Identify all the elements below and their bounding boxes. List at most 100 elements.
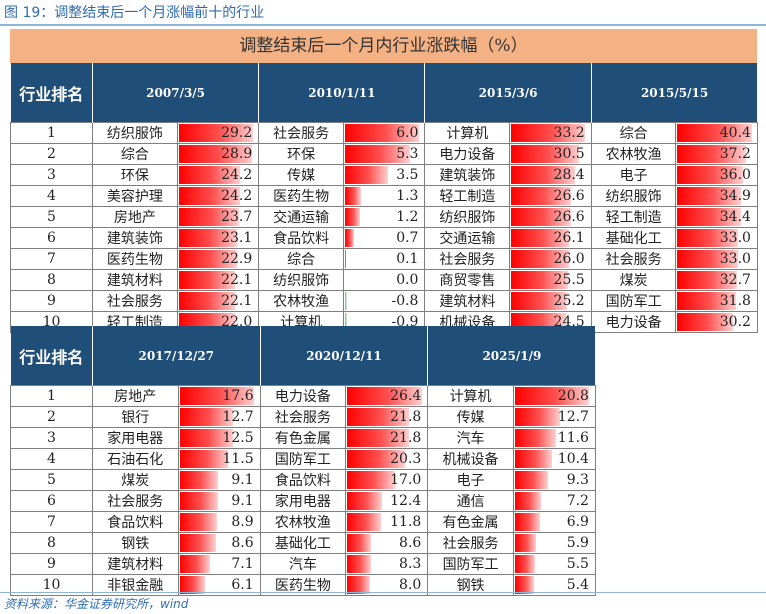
positive-bar: [347, 387, 422, 405]
value: 22.9: [221, 251, 253, 267]
positive-bar: [179, 576, 206, 594]
value: 22.1: [221, 293, 253, 309]
value-cell: 21.8: [345, 406, 429, 428]
positive-bar: [347, 513, 381, 531]
industry-name: 医药生物: [259, 574, 347, 596]
value-cell: 33.0: [675, 248, 758, 270]
value-cell: 20.8: [512, 385, 596, 407]
value-cell: 5.4: [512, 574, 596, 596]
value: 26.1: [553, 230, 585, 246]
footer-divider: [0, 592, 766, 593]
positive-bar: [677, 145, 746, 163]
positive-bar: [179, 408, 234, 426]
table-row: 7 食品饮料 8.9 农林牧渔 11.8 有色金属 6.9: [10, 511, 596, 533]
period-header: 2025/1/9: [427, 326, 596, 386]
rank-cell: 5: [10, 469, 93, 491]
positive-bar: [511, 166, 575, 184]
value: 9.1: [231, 472, 254, 488]
industry-name: 家用电器: [259, 490, 347, 512]
positive-bar: [179, 555, 210, 573]
industry-name: 纺织服饰: [258, 269, 345, 291]
positive-bar: [345, 229, 354, 247]
rank-cell: 7: [10, 248, 93, 270]
value: 6.9: [566, 514, 589, 530]
industry-name: 机械设备: [427, 448, 514, 470]
value-cell: 8.9: [177, 511, 261, 533]
industry-name: 美容护理: [92, 185, 178, 207]
industry-name: 电力设备: [590, 311, 677, 333]
positive-bar: [511, 229, 570, 247]
industry-table-bottom: 行业排名 2017/12/27 2020/12/11 2025/1/9 1 房地产 17.6…: [10, 326, 596, 596]
value: 8.9: [231, 514, 254, 530]
positive-bar: [514, 408, 561, 426]
period-header: 2017/12/27: [92, 326, 261, 386]
positive-bar: [514, 534, 536, 552]
positive-bar: [677, 229, 738, 247]
value: 40.4: [719, 125, 751, 141]
industry-name: 煤炭: [590, 269, 677, 291]
value: -0.8: [391, 293, 419, 309]
industry-name: 电子: [427, 469, 514, 491]
rank-cell: 7: [10, 511, 93, 533]
value: 10.4: [557, 451, 589, 467]
positive-bar: [677, 250, 738, 268]
value-cell: 31.8: [675, 290, 758, 312]
value-cell: 5.3: [343, 143, 426, 165]
value-cell: 32.7: [675, 269, 758, 291]
positive-bar: [511, 250, 570, 268]
rank-header: 行业排名: [10, 326, 93, 386]
value: 5.9: [566, 535, 589, 551]
value-cell: 30.2: [675, 311, 758, 333]
industry-name: 电子: [590, 164, 677, 186]
value: 6.1: [231, 577, 254, 593]
figure-title: 图 19：调整结束后一个月涨幅前十的行业: [4, 5, 265, 21]
table-row: 9 建筑材料 7.1 汽车 8.3 国防军工 5.5: [10, 553, 596, 575]
value-cell: 12.7: [177, 406, 261, 428]
value-cell: 29.2: [176, 122, 260, 144]
positive-bar: [178, 124, 253, 142]
industry-name: 轻工制造: [424, 185, 511, 207]
positive-bar: [514, 471, 549, 489]
positive-bar: [347, 576, 370, 594]
positive-bar: [677, 208, 741, 226]
negative-bar: [345, 292, 348, 310]
industry-name: 银行: [92, 406, 179, 428]
value: 21.8: [390, 430, 422, 446]
industry-name: 社会服务: [424, 248, 511, 270]
value: 7.1: [231, 556, 254, 572]
value: 17.0: [390, 472, 422, 488]
rank-cell: 8: [10, 532, 93, 554]
value: 26.0: [553, 251, 585, 267]
value: 29.2: [221, 125, 253, 141]
value-cell: 34.4: [675, 206, 758, 228]
positive-bar: [511, 145, 580, 163]
positive-bar: [347, 492, 383, 510]
positive-bar: [178, 208, 239, 226]
rank-cell: 8: [10, 269, 93, 291]
industry-name: 基础化工: [259, 532, 347, 554]
industry-name: 环保: [92, 164, 178, 186]
rank-cell: 3: [10, 427, 93, 449]
industry-name: 纺织服饰: [590, 185, 677, 207]
value-cell: 12.4: [345, 490, 429, 512]
value-cell: 12.5: [177, 427, 261, 449]
value: 26.4: [390, 388, 422, 404]
value: 33.2: [553, 125, 585, 141]
industry-name: 农林牧渔: [258, 290, 345, 312]
value-cell: 5.5: [512, 553, 596, 575]
period-header: 2007/3/5: [91, 63, 259, 123]
period-header: 2015/3/6: [424, 63, 592, 123]
value: 0.7: [396, 230, 419, 246]
value-cell: 6.0: [343, 122, 426, 144]
positive-bar: [178, 187, 241, 205]
industry-name: 家用电器: [92, 427, 179, 449]
positive-bar: [511, 271, 569, 289]
industry-name: 传媒: [258, 164, 345, 186]
rank-cell: 6: [10, 490, 93, 512]
value: 34.9: [719, 188, 751, 204]
source-note: 资料来源：华金证券研究所，wind: [4, 597, 189, 611]
industry-name: 轻工制造: [590, 206, 677, 228]
value: 8.6: [231, 535, 254, 551]
value-cell: 26.6: [509, 206, 592, 228]
value-cell: 17.0: [345, 469, 429, 491]
